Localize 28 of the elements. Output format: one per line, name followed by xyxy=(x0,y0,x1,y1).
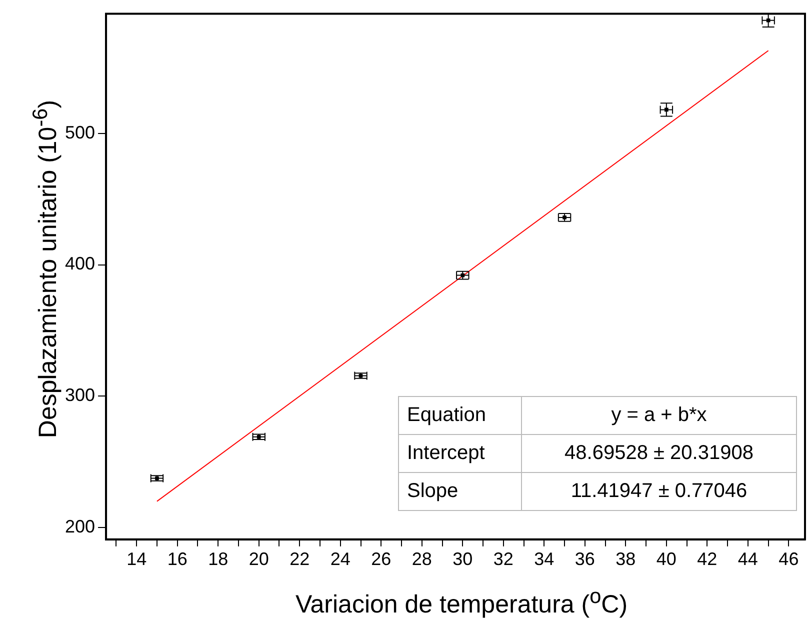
x-tick-label: 44 xyxy=(738,549,758,570)
annotation: Equation xyxy=(398,396,522,434)
annotation: Slope xyxy=(398,472,522,510)
x-tick-label: 24 xyxy=(330,549,350,570)
y-tick-label: 300 xyxy=(64,385,96,406)
annotation: 11.41947 ± 0.77046 xyxy=(522,472,796,510)
y-tick-label: 400 xyxy=(64,254,96,274)
x-tick-label: 40 xyxy=(656,549,676,570)
x-tick-label: 46 xyxy=(778,549,799,570)
x-tick-label: 14 xyxy=(126,549,147,570)
x-tick-label: 30 xyxy=(452,549,473,570)
annotation: y = a + b*x xyxy=(522,396,796,434)
x-tick-label: 20 xyxy=(248,549,269,570)
x-tick-label: 16 xyxy=(167,549,188,570)
x-tick-label: 36 xyxy=(574,549,595,570)
x-axis-title: Variacion de temperatura ($^{o}$C) xyxy=(294,585,629,620)
x-tick-label: 28 xyxy=(412,549,432,570)
annotation: 48.69528 ± 20.31908 xyxy=(522,434,796,472)
x-tick-label: 38 xyxy=(616,549,636,570)
y-tick-label: 500 xyxy=(64,122,96,142)
x-tick-label: 34 xyxy=(534,549,554,570)
annotation: Intercept xyxy=(398,434,522,472)
y-tick-label: 200 xyxy=(64,516,96,537)
x-tick-label: 26 xyxy=(371,549,392,570)
x-tick-label: 42 xyxy=(697,549,718,570)
x-tick-label: 18 xyxy=(208,549,228,570)
x-tick-label: 22 xyxy=(290,549,310,570)
x-tick-label: 32 xyxy=(493,549,514,570)
